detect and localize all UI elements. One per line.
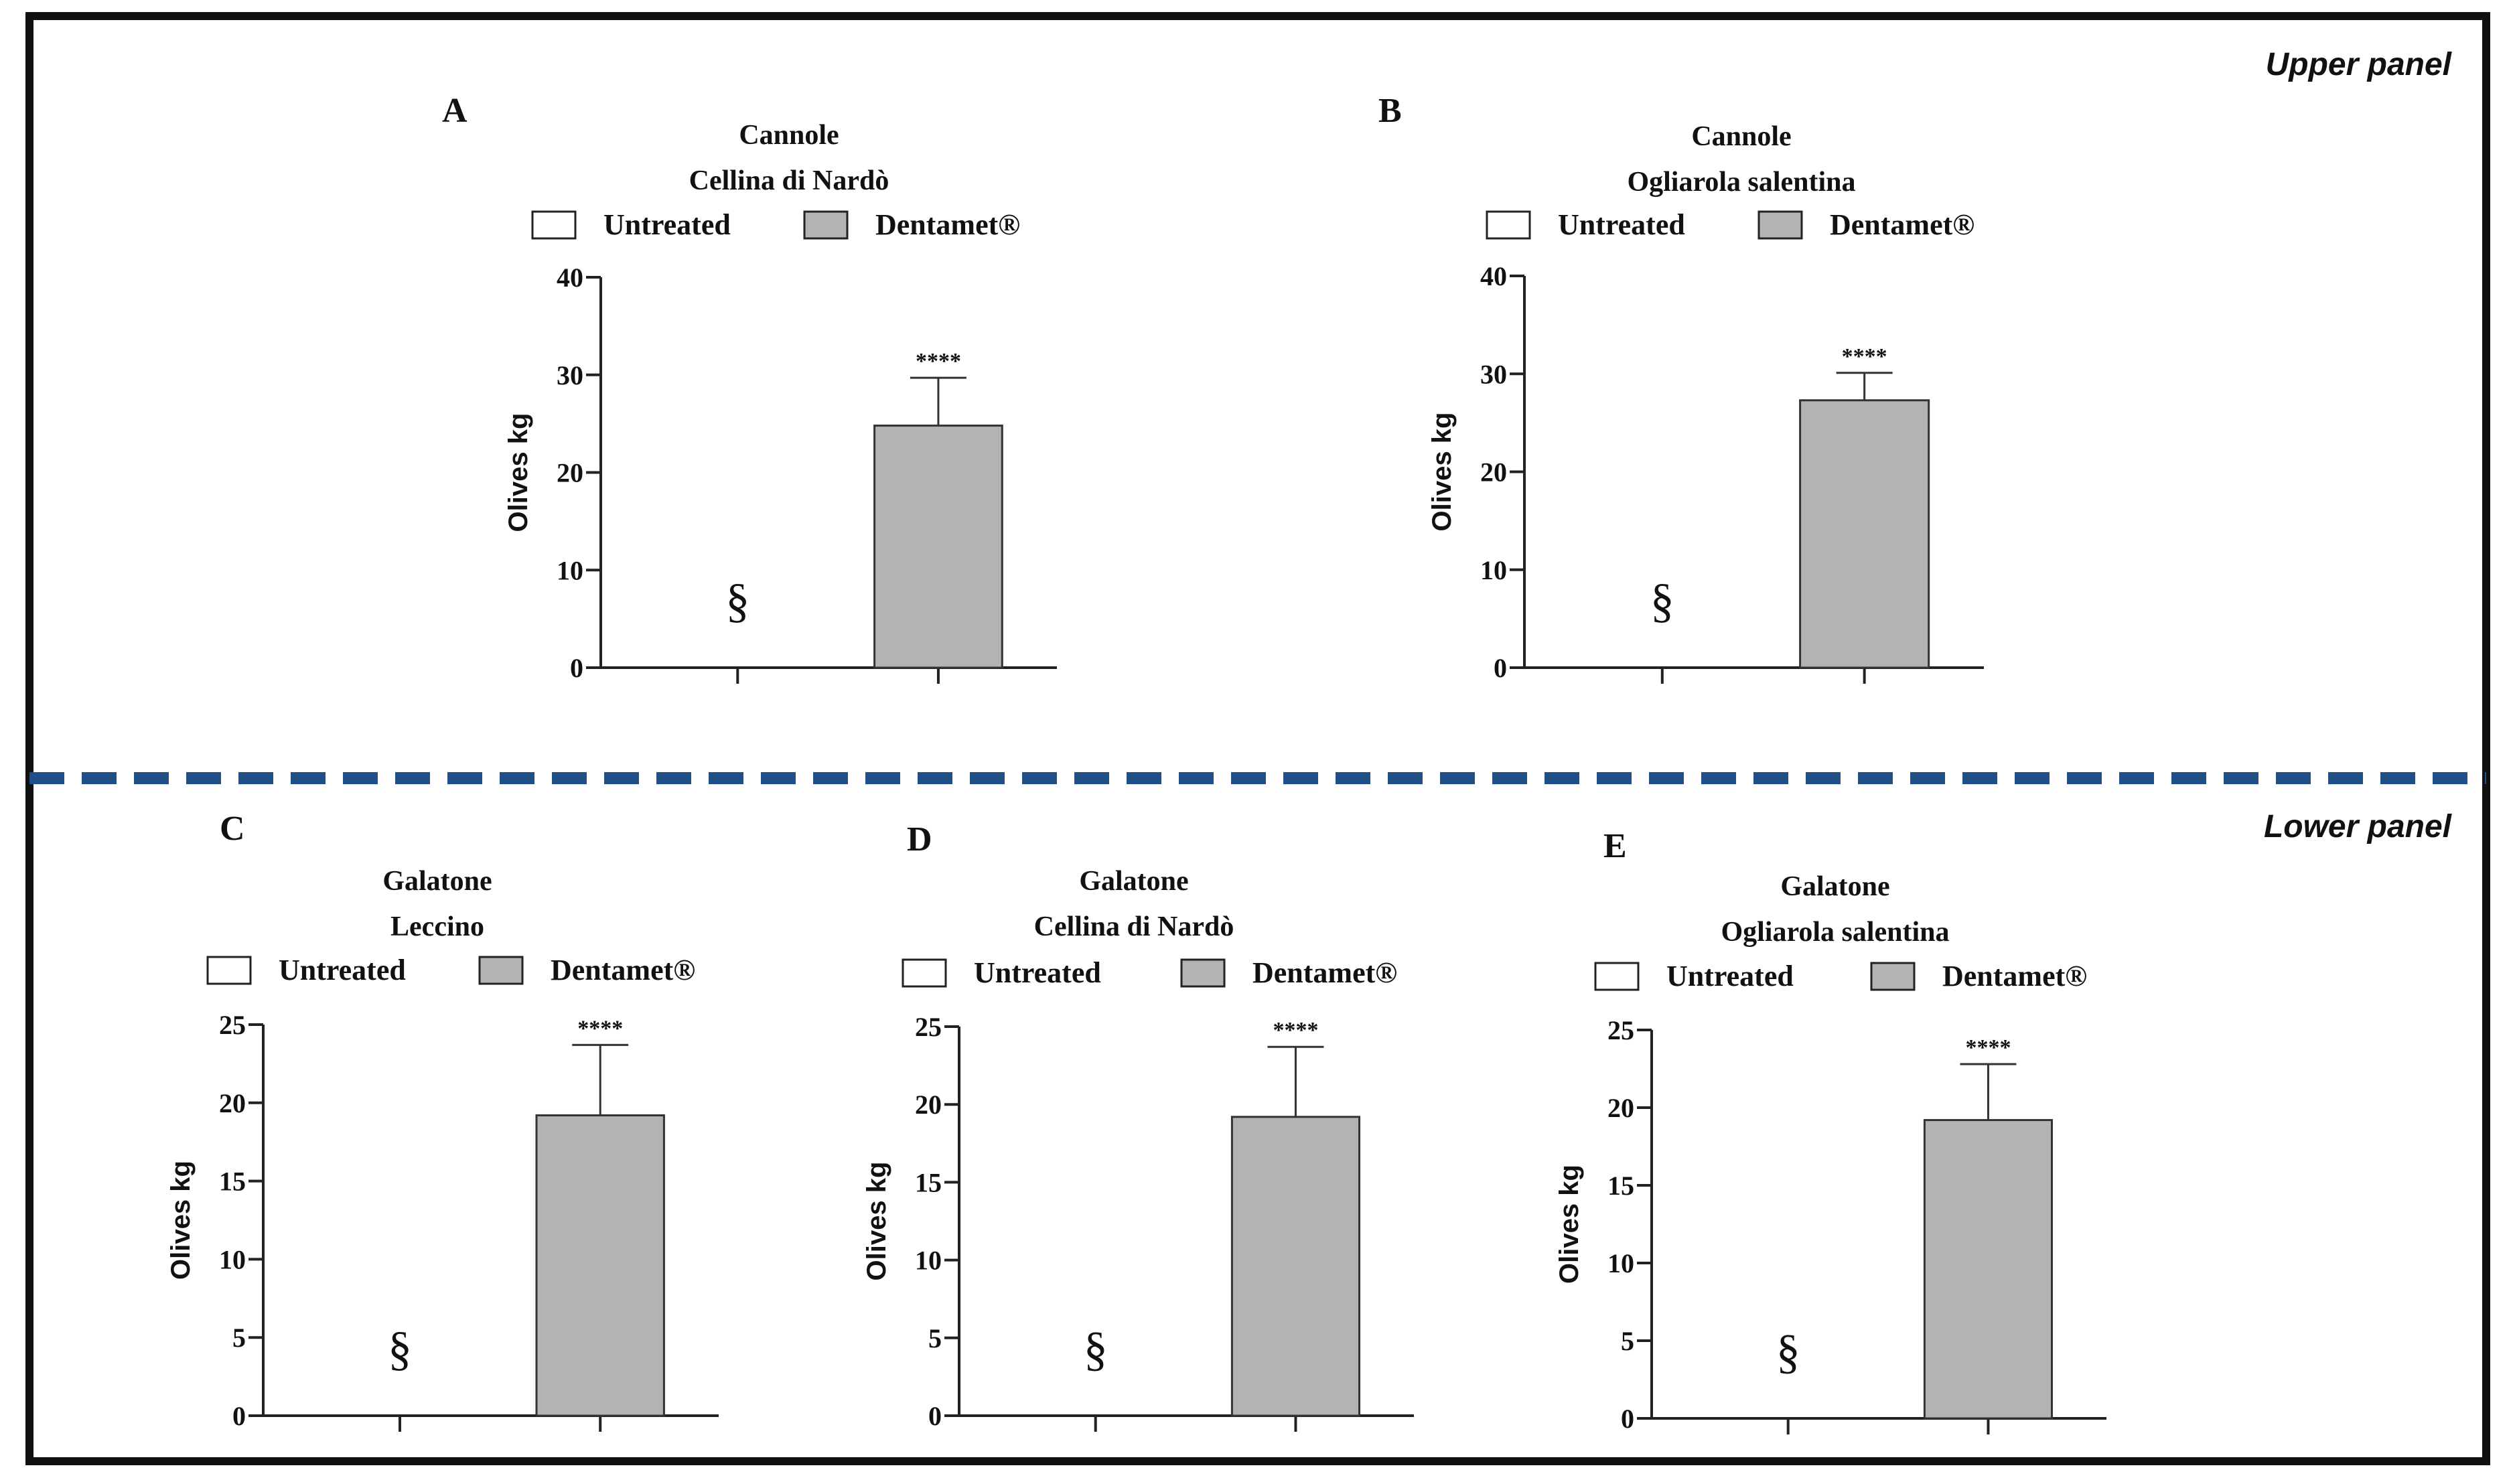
legend-swatch	[1757, 210, 1803, 240]
y-tick-label: 5	[928, 1323, 942, 1353]
legend-swatch	[1870, 962, 1916, 991]
chart-title-line: Leccino	[390, 911, 484, 942]
legend-swatch	[531, 210, 577, 240]
y-tick-label: 10	[1607, 1248, 1634, 1278]
y-tick-label: 0	[928, 1401, 942, 1431]
panel-letter: B	[1378, 92, 1402, 130]
significance-label: ****	[577, 1016, 623, 1041]
legend-swatch	[902, 958, 947, 988]
legend-swatch	[478, 956, 524, 985]
panel-letter: D	[907, 820, 932, 859]
significance-label: ****	[1273, 1018, 1318, 1043]
bar-1	[873, 425, 1003, 669]
y-tick-label: 25	[219, 1010, 246, 1040]
annotation-label: §	[1084, 1322, 1108, 1376]
y-tick-label: 30	[1480, 359, 1507, 389]
significance-label: ****	[916, 349, 961, 374]
chart-title-line: Cannole	[739, 120, 839, 151]
y-tick-label: 20	[1607, 1093, 1634, 1123]
figure-frame	[25, 12, 2490, 1465]
y-tick-label: 0	[1494, 653, 1507, 683]
y-axis-label: Olives kg	[862, 1162, 891, 1281]
chart-title-line: Galatone	[1079, 866, 1188, 897]
y-tick-label: 0	[1621, 1404, 1634, 1434]
legend-label: Untreated	[1558, 208, 1685, 241]
significance-label: ****	[1965, 1035, 2011, 1060]
y-tick-label: 15	[1607, 1171, 1634, 1201]
chart-panel-e: E Galatone Ogliarola salentina Untreated Den…	[1555, 827, 2106, 1434]
bar-1	[535, 1114, 665, 1417]
legend-label: Dentamet®	[1830, 208, 1974, 241]
lower-panel-tag: Lower panel	[2264, 809, 2453, 844]
y-tick-label: 15	[219, 1167, 246, 1197]
panel-letter: A	[442, 92, 468, 130]
chart-title-line: Cellina di Nardò	[689, 165, 889, 196]
legend-swatch	[206, 956, 252, 985]
bar-1	[1799, 399, 1930, 669]
y-tick-label: 5	[1621, 1326, 1634, 1356]
legend-label: Untreated	[1666, 960, 1794, 992]
y-axis-label: Olives kg	[1555, 1165, 1584, 1284]
bar-1	[1230, 1116, 1361, 1417]
legend-label: Untreated	[603, 208, 731, 241]
legend-swatch	[803, 210, 849, 240]
bar-1	[1923, 1119, 2054, 1420]
y-axis-label: Olives kg	[1427, 413, 1457, 532]
chart-panel-a: A Cannole Cellina di Nardò Untreated Dentame…	[442, 92, 1057, 684]
chart-title-line: Galatone	[382, 866, 492, 897]
legend-label: Dentamet®	[875, 208, 1020, 241]
y-tick-label: 20	[219, 1088, 246, 1118]
significance-label: ****	[1842, 344, 1887, 369]
legend-label: Untreated	[279, 954, 406, 986]
chart-title-line: Ogliarola salentina	[1627, 167, 1855, 198]
y-tick-label: 20	[1480, 457, 1507, 488]
chart-title-line: Cellina di Nardò	[1034, 911, 1234, 942]
y-axis-label: Olives kg	[504, 413, 533, 532]
y-tick-label: 25	[1607, 1015, 1634, 1045]
y-axis-label: Olives kg	[166, 1161, 196, 1280]
y-tick-label: 40	[557, 263, 583, 293]
legend-swatch	[1486, 210, 1531, 240]
y-tick-label: 25	[915, 1012, 942, 1042]
annotation-label: §	[725, 574, 749, 627]
annotation-label: §	[1650, 574, 1674, 627]
chart-panel-c: C Galatone Leccino Untreated Dentamet® 0 5 10 15…	[166, 810, 719, 1432]
legend-swatch	[1594, 962, 1640, 991]
chart-title-line: Galatone	[1780, 871, 1889, 902]
y-tick-label: 10	[1480, 555, 1507, 585]
chart-title-line: Cannole	[1691, 121, 1791, 152]
chart-panel-d: D Galatone Cellina di Nardò Untreated Dentam…	[862, 820, 1414, 1432]
y-tick-label: 20	[915, 1090, 942, 1120]
y-tick-label: 10	[557, 555, 583, 585]
charts-group: A Cannole Cellina di Nardò Untreated Dentame…	[166, 92, 2106, 1434]
annotation-label: §	[388, 1322, 412, 1376]
y-tick-label: 20	[557, 458, 583, 488]
y-tick-label: 0	[232, 1401, 246, 1431]
legend-swatch	[1180, 958, 1226, 988]
y-tick-label: 40	[1480, 261, 1507, 291]
y-tick-label: 0	[570, 653, 583, 683]
legend-label: Dentamet®	[551, 954, 695, 986]
annotation-label: §	[1776, 1325, 1800, 1379]
y-tick-label: 5	[232, 1323, 246, 1353]
y-tick-label: 10	[915, 1246, 942, 1276]
chart-panel-b: B Cannole Ogliarola salentina Untreated Dent…	[1378, 92, 1984, 684]
upper-panel-tag: Upper panel	[2266, 47, 2453, 82]
y-tick-label: 10	[219, 1244, 246, 1274]
y-tick-label: 15	[915, 1167, 942, 1197]
panel-letter: C	[220, 810, 245, 848]
chart-title-line: Ogliarola salentina	[1721, 917, 1949, 948]
legend-label: Dentamet®	[1942, 960, 2087, 992]
y-tick-label: 30	[557, 360, 583, 390]
legend-label: Dentamet®	[1252, 956, 1397, 989]
panel-letter: E	[1603, 827, 1627, 865]
legend-label: Untreated	[974, 956, 1101, 989]
